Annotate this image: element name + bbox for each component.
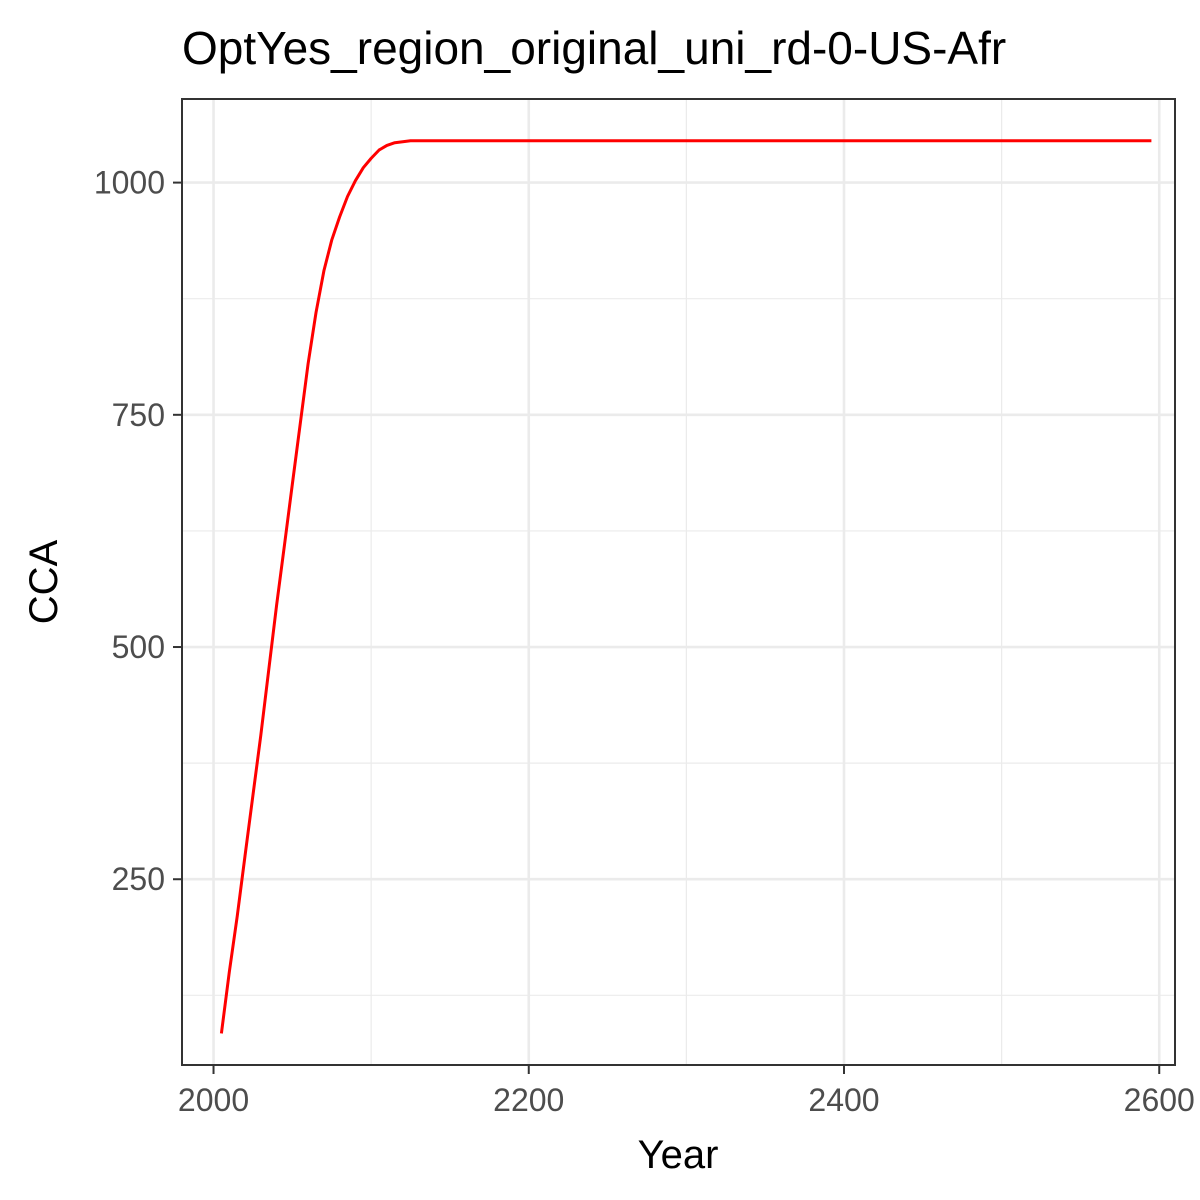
x-tick-label: 2600 [1124,1082,1195,1118]
series-layer [219,139,1152,1034]
y-tick-label: 1000 [94,165,165,201]
minor-gridlines [182,99,1175,1065]
major-gridlines [182,99,1175,1065]
y-axis-title: CCA [22,539,66,624]
y-tick-label: 500 [112,629,165,665]
x-tick-label: 2000 [178,1082,249,1118]
x-axis: 2000 2200 2400 2600 [178,1065,1195,1118]
x-tick-label: 2400 [808,1082,879,1118]
y-tick-label: 250 [112,861,165,897]
panel-background [182,99,1175,1065]
y-axis: 250 500 750 1000 [94,165,182,897]
panel-border [181,98,1176,1066]
x-axis-title: Year [638,1133,719,1177]
plot-panel [181,98,1176,1066]
y-tick-label: 750 [112,397,165,433]
x-tick-label: 2200 [493,1082,564,1118]
series-line [219,139,1152,1034]
chart-title: OptYes_region_original_uni_rd-0-US-Afr [182,22,1006,74]
